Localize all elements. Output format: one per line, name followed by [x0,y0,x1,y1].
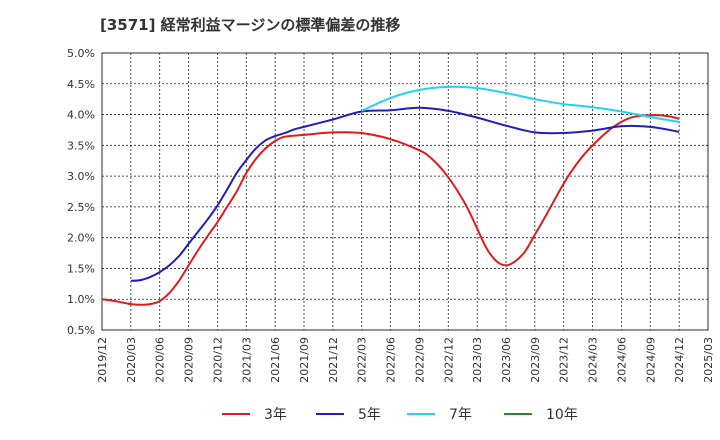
y-tick-label: 2.0% [67,232,95,245]
y-tick-label: 4.5% [67,78,95,91]
series-lines [101,85,680,306]
axis-tick-labels: 0.5% 1.0% 1.5% 2.0% 2.5% 3.0% 3.5% 4.0% 4.5% 5.0%… [67,47,715,383]
y-tick-label: 2.5% [67,201,95,214]
y-tick-label: 1.0% [67,293,95,306]
chart-title: [3571] 経常利益マージンの標準偏差の推移 [100,16,401,34]
x-tick-label: 2023/03 [471,337,484,383]
y-tick-label: 5.0% [67,47,95,60]
legend-label: 7年 [449,407,472,423]
y-tick-label: 3.5% [67,139,95,152]
series-line-2 [361,85,680,123]
x-tick-label: 2023/09 [529,337,542,383]
x-tick-label: 2021/03 [240,337,253,383]
series-line-1 [130,106,680,282]
y-tick-label: 1.5% [67,262,95,275]
grid-lines [101,52,709,331]
x-tick-label: 2021/09 [298,337,311,383]
x-tick-label: 2020/12 [211,337,224,383]
x-tick-label: 2024/06 [615,337,628,383]
y-tick-label: 0.5% [67,324,95,337]
series-line-0 [101,114,680,306]
legend: 3年 5年 7年 10年 [222,407,578,423]
legend-label: 3年 [264,407,287,423]
x-tick-label: 2024/03 [587,337,600,383]
legend-label: 10年 [546,407,578,423]
x-tick-label: 2024/09 [644,337,657,383]
x-tick-label: 2020/09 [183,337,196,383]
x-tick-label: 2020/03 [125,337,138,383]
x-tick-label: 2021/06 [269,337,282,383]
plot-area [101,52,709,331]
x-tick-label: 2022/03 [356,337,369,383]
x-tick-label: 2019/12 [96,337,109,383]
x-tick-label: 2023/12 [558,337,571,383]
x-tick-label: 2022/12 [442,337,455,383]
legend-label: 5年 [358,407,381,423]
x-tick-label: 2024/12 [673,337,686,383]
x-tick-label: 2022/06 [385,337,398,383]
x-tick-label: 2020/06 [154,337,167,383]
y-tick-label: 3.0% [67,170,95,183]
x-tick-label: 2022/09 [413,337,426,383]
x-tick-label: 2023/06 [500,337,513,383]
y-tick-label: 4.0% [67,109,95,122]
x-tick-label: 2021/12 [327,337,340,383]
x-tick-label: 2025/03 [702,337,715,383]
